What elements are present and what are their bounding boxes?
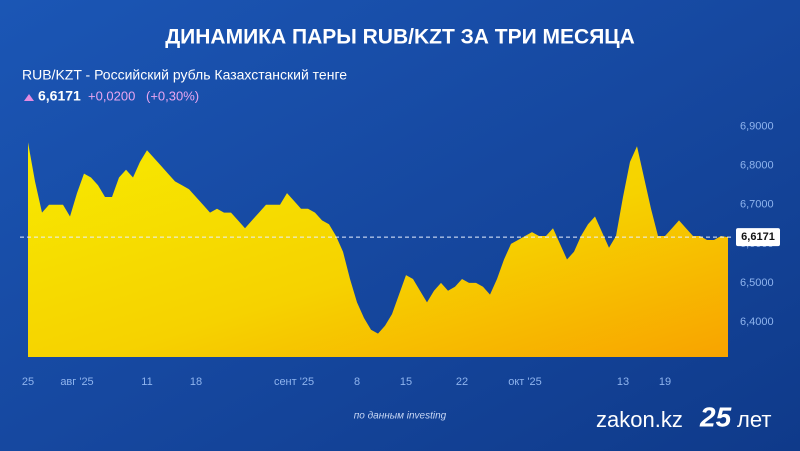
y-tick-label: 6,8000 — [740, 160, 774, 172]
price: 6,6171 — [38, 88, 81, 104]
chart-title: ДИНАМИКА ПАРЫ RUB/KZT ЗА ТРИ МЕСЯЦА — [165, 26, 635, 49]
brand-name: zakon.kz — [596, 407, 683, 432]
subtitle: RUB/KZT - Российский рубль Казахстанский… — [22, 67, 347, 83]
x-tick-label: 8 — [354, 376, 360, 388]
y-tick-label: 6,9000 — [740, 121, 774, 133]
price-label-box — [736, 228, 780, 247]
brand-number: 25 — [699, 401, 732, 432]
x-tick-label: 11 — [141, 376, 152, 388]
x-tick-label: окт '25 — [508, 376, 541, 388]
x-tick-label: 19 — [659, 376, 671, 388]
x-tick-label: 22 — [456, 376, 468, 388]
y-tick-label: 6,4000 — [740, 316, 774, 328]
x-tick-label: 15 — [400, 376, 412, 388]
source: по данным investing — [354, 411, 447, 422]
y-tick-label: 6,7000 — [740, 199, 774, 211]
y-tick-label: 6,5000 — [740, 277, 774, 289]
x-tick-label: авг '25 — [60, 376, 93, 388]
x-tick-label: 18 — [190, 376, 202, 388]
up-arrow — [24, 94, 34, 101]
brand-suffix: лет — [737, 407, 771, 432]
area — [28, 142, 728, 357]
change-percent: (+0,30%) — [146, 88, 199, 103]
price-label: 6,6171 — [741, 231, 775, 243]
x-tick-label: 25 — [22, 376, 34, 388]
change: +0,0200 — [88, 88, 135, 103]
x-tick-label: сент '25 — [274, 376, 314, 388]
x-tick-label: 13 — [617, 376, 629, 388]
